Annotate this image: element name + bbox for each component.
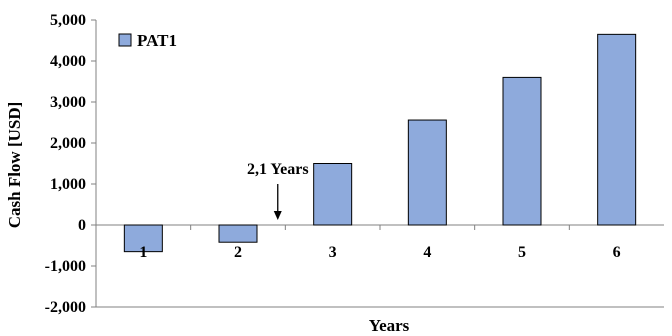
legend-label: PAT1 [137,31,177,50]
y-tick-label: 3,000 [50,94,86,111]
bar-6 [597,33,637,226]
axes [95,20,664,308]
y-tick-label: 0 [78,217,86,234]
y-tick-label: -1,000 [45,258,86,275]
y-axis-title: Cash Flow [USD] [5,102,24,229]
legend: PAT1 [118,31,177,50]
category-labels: 1 2 3 4 5 6 [139,244,620,261]
bar-5 [502,76,542,226]
y-tick-label: 1,000 [50,176,86,193]
annotation: 2,1 Years [247,161,309,220]
category-label: 1 [139,244,147,261]
category-label: 5 [518,244,526,261]
legend-swatch [118,33,132,47]
y-tick-label: 5,000 [50,12,86,29]
bar-3 [313,163,353,226]
y-tick-label: 4,000 [50,53,86,70]
category-label: 4 [423,244,431,261]
x-axis-title: Years [369,316,410,335]
bar-4 [407,119,447,226]
y-ticks: -2,000 -1,000 0 1,000 2,000 3,000 4,000 5,000 [45,12,570,316]
annotation-label: 2,1 Years [247,161,309,178]
category-label: 6 [613,244,621,261]
category-label: 2 [234,244,242,261]
bar-2 [218,224,258,243]
bars [123,33,637,253]
y-tick-label: 2,000 [50,135,86,152]
y-tick-label: -2,000 [45,299,86,316]
category-label: 3 [329,244,337,261]
bar-1 [123,224,163,253]
annotation-arrow-head [273,211,282,220]
